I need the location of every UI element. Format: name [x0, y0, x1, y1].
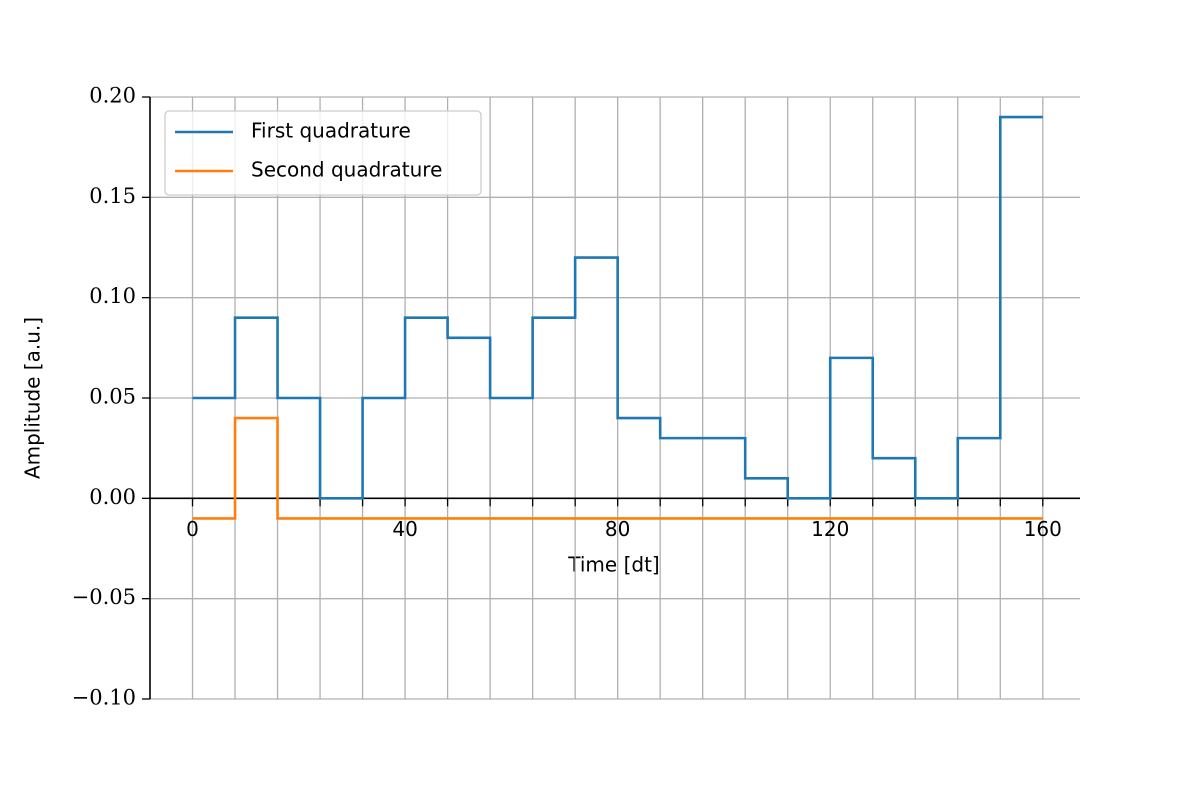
step-line	[192, 416, 1043, 520]
step-line	[192, 115, 1043, 500]
y-tick-label: 0.00	[89, 485, 136, 509]
x-tick-label: 160	[1024, 517, 1062, 541]
y-tick-label: 0.05	[89, 385, 136, 409]
legend-box	[164, 110, 482, 196]
x-tick-label: 120	[811, 517, 849, 541]
x-axis-label: Time [dt]	[567, 553, 659, 577]
legend-label: Second quadrature	[251, 158, 442, 182]
y-tick-label: 0.10	[89, 284, 136, 308]
y-tick-label: −0.05	[72, 585, 136, 609]
x-tick-label: 80	[605, 517, 630, 541]
x-tick-label: 0	[186, 517, 199, 541]
y-tick-label: 0.20	[89, 84, 136, 108]
y-axis-label: Amplitude [a.u.]	[21, 317, 45, 479]
legend-label: First quadrature	[251, 119, 411, 143]
y-tick-label: 0.15	[89, 184, 136, 208]
y-tick-label: −0.10	[72, 686, 136, 710]
x-tick-label: 40	[392, 517, 417, 541]
